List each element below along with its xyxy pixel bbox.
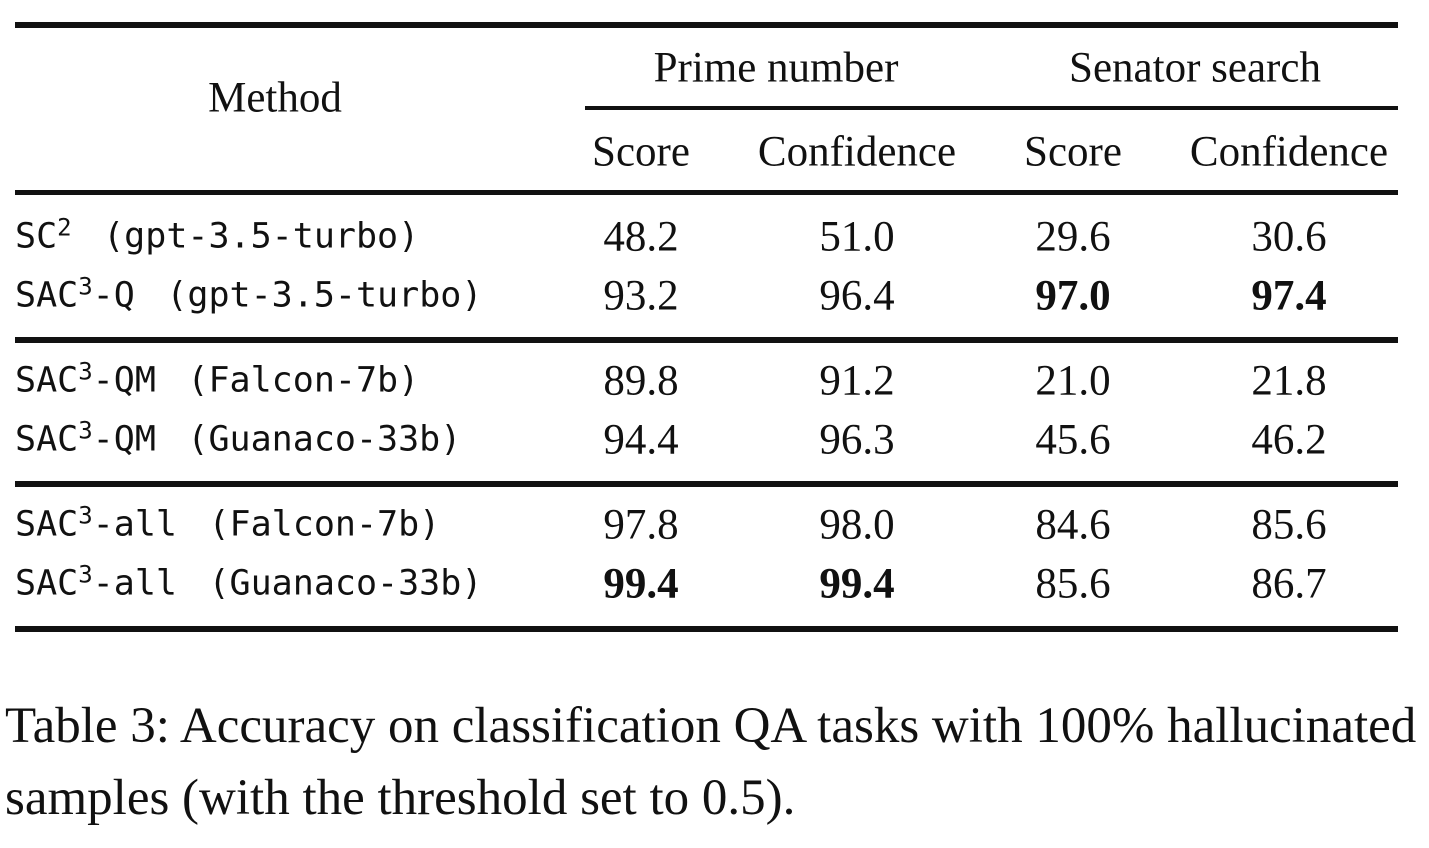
method-sup: 3 — [78, 272, 93, 301]
method-variant: -Q — [92, 275, 135, 316]
value-cell: 99.4 — [603, 560, 679, 608]
top-rule — [15, 22, 1398, 28]
value-cell: 97.8 — [603, 501, 679, 549]
method-base: SC — [15, 216, 58, 257]
method-model: (Guanaco-33b) — [187, 419, 462, 460]
method-cell: SAC3-Q (gpt-3.5-turbo) — [15, 275, 483, 316]
value-cell: 48.2 — [603, 213, 679, 261]
method-variant: -QM — [92, 419, 156, 460]
method-base: SAC — [15, 360, 79, 401]
value-cell: 94.4 — [603, 416, 679, 464]
method-base: SAC — [15, 275, 79, 316]
value-cell: 97.4 — [1251, 272, 1327, 320]
value-cell: 84.6 — [1035, 501, 1111, 549]
value-cell: 51.0 — [819, 213, 895, 261]
value-cell: 98.0 — [819, 501, 895, 549]
method-model: (gpt-3.5-turbo) — [166, 275, 483, 316]
group-header: Prime number — [653, 44, 899, 92]
method-base: SAC — [15, 419, 79, 460]
method-cell: SAC3-all (Falcon-7b) — [15, 504, 441, 545]
column-header: Score — [1024, 128, 1122, 176]
value-cell: 46.2 — [1251, 416, 1327, 464]
value-cell: 29.6 — [1035, 213, 1111, 261]
caption-label: Table 3: — [5, 698, 170, 754]
column-header: Confidence — [757, 128, 957, 176]
column-header: Score — [592, 128, 690, 176]
method-base: SAC — [15, 504, 79, 545]
value-cell: 97.0 — [1035, 272, 1111, 320]
value-cell: 45.6 — [1035, 416, 1111, 464]
value-cell: 96.4 — [819, 272, 895, 320]
value-cell: 99.4 — [819, 560, 895, 608]
group-rule — [585, 106, 1398, 110]
method-sup: 3 — [78, 357, 93, 386]
method-model: (Guanaco-33b) — [208, 563, 483, 604]
section-rule — [15, 337, 1398, 343]
method-sup: 2 — [57, 213, 72, 242]
method-sup: 3 — [78, 416, 93, 445]
value-cell: 91.2 — [819, 357, 895, 405]
caption-text: Accuracy on classification QA tasks with… — [5, 698, 1417, 826]
value-cell: 86.7 — [1251, 560, 1327, 608]
header-rule — [15, 190, 1398, 195]
value-cell: 93.2 — [603, 272, 679, 320]
method-sup: 3 — [78, 501, 93, 530]
value-cell: 89.8 — [603, 357, 679, 405]
method-cell: SC2 (gpt-3.5-turbo) — [15, 216, 420, 257]
value-cell: 85.6 — [1251, 501, 1327, 549]
column-header: Confidence — [1189, 128, 1389, 176]
bottom-rule — [15, 626, 1398, 632]
method-variant: -all — [92, 563, 177, 604]
method-cell: SAC3-QM (Falcon-7b) — [15, 360, 420, 401]
method-header: Method — [208, 74, 342, 122]
value-cell: 96.3 — [819, 416, 895, 464]
method-base: SAC — [15, 563, 79, 604]
caption: Table 3: Accuracy on classification QA t… — [5, 690, 1420, 834]
value-cell: 85.6 — [1035, 560, 1111, 608]
value-cell: 21.0 — [1035, 357, 1111, 405]
method-cell: SAC3-QM (Guanaco-33b) — [15, 419, 462, 460]
method-variant: -all — [92, 504, 177, 545]
method-model: (Falcon-7b) — [208, 504, 441, 545]
method-model: (Falcon-7b) — [187, 360, 420, 401]
section-rule — [15, 481, 1398, 487]
value-cell: 21.8 — [1251, 357, 1327, 405]
value-cell: 30.6 — [1251, 213, 1327, 261]
method-cell: SAC3-all (Guanaco-33b) — [15, 563, 483, 604]
method-model: (gpt-3.5-turbo) — [103, 216, 420, 257]
method-variant: -QM — [92, 360, 156, 401]
group-header: Senator search — [1069, 44, 1321, 92]
method-sup: 3 — [78, 560, 93, 589]
